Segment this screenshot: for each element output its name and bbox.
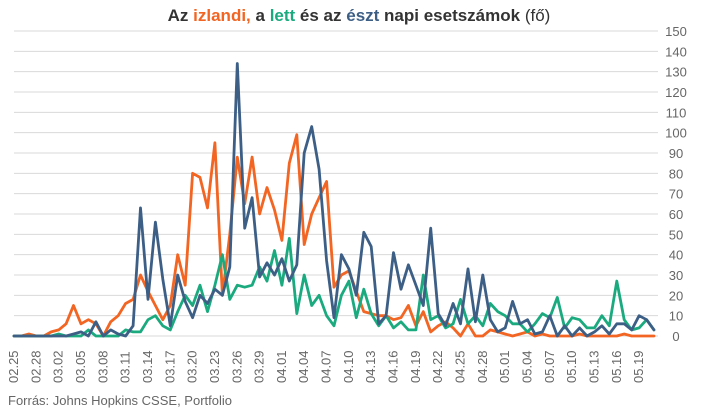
title-iceland: izlandi, xyxy=(193,6,251,25)
y-tick-label: 130 xyxy=(665,65,687,80)
title-latvia: lett xyxy=(269,6,296,25)
x-tick-label: 03.26 xyxy=(229,350,244,383)
x-tick-label: 04.07 xyxy=(319,350,334,383)
y-tick-label: 30 xyxy=(669,268,683,283)
x-tick-label: 05.13 xyxy=(586,350,601,383)
x-axis: 02.25 02.28 03.02 03.05 03.08 03.11 03.14 03.17… xyxy=(6,350,646,383)
x-tick-label: 03.20 xyxy=(185,350,200,383)
y-tick-label: 70 xyxy=(669,187,683,202)
y-axis: 0 10 20 30 40 50 60 70 80 90 100 110 120 130 140 150 xyxy=(665,24,687,344)
x-tick-label: 03.29 xyxy=(252,350,267,383)
x-tick-label: 04.25 xyxy=(453,350,468,383)
series-line-estonia xyxy=(12,62,656,338)
x-tick-label: 04.16 xyxy=(386,350,401,383)
x-tick-label: 04.04 xyxy=(296,350,311,383)
x-tick-label: 04.19 xyxy=(408,350,423,383)
x-tick-label: 03.14 xyxy=(140,350,155,383)
source-note: Forrás: Johns Hopkins CSSE, Portfolio xyxy=(8,393,232,408)
x-tick-label: 04.13 xyxy=(363,350,378,383)
y-tick-label: 90 xyxy=(669,146,683,161)
y-tick-label: 100 xyxy=(665,126,687,141)
x-tick-label: 05.19 xyxy=(631,350,646,383)
y-tick-label: 10 xyxy=(669,309,683,324)
title-part: a xyxy=(250,6,270,25)
x-tick-label: 03.05 xyxy=(73,350,88,383)
y-tick-label: 20 xyxy=(669,288,683,303)
x-tick-label: 04.10 xyxy=(341,350,356,383)
y-tick-label: 0 xyxy=(672,329,679,344)
x-tick-label: 02.28 xyxy=(28,350,43,383)
y-tick-label: 110 xyxy=(666,105,687,120)
title-part: napi esetszámok xyxy=(379,6,521,25)
x-tick-label: 02.25 xyxy=(6,350,21,383)
x-tick-label: 05.07 xyxy=(542,350,557,383)
x-tick-label: 04.28 xyxy=(475,350,490,383)
x-tick-label: 03.11 xyxy=(118,351,133,383)
x-tick-label: 03.17 xyxy=(162,350,177,383)
y-tick-label: 150 xyxy=(665,24,687,39)
chart-title: Az izlandi, a lett és az észt napi esets… xyxy=(0,6,718,26)
title-part: és az xyxy=(295,6,347,25)
series-line-iceland xyxy=(12,133,656,338)
y-tick-label: 60 xyxy=(669,207,683,222)
x-tick-label: 03.02 xyxy=(51,350,66,383)
y-tick-label: 40 xyxy=(669,248,683,263)
x-tick-label: 05.16 xyxy=(609,350,624,383)
x-tick-label: 05.10 xyxy=(564,350,579,383)
x-tick-label: 05.01 xyxy=(497,350,512,383)
x-tick-label: 04.22 xyxy=(430,350,445,383)
title-unit: (fő) xyxy=(520,6,551,25)
x-tick-label: 04.01 xyxy=(274,350,289,383)
y-tick-label: 50 xyxy=(669,227,683,242)
y-tick-label: 120 xyxy=(665,85,687,100)
x-tick-label: 03.23 xyxy=(207,350,222,383)
series-lines xyxy=(12,62,656,338)
x-tick-label: 05.04 xyxy=(519,350,534,383)
y-tick-label: 140 xyxy=(665,44,687,59)
title-part: Az xyxy=(167,6,194,25)
title-estonia: észt xyxy=(346,6,380,25)
x-tick-label: 03.08 xyxy=(95,350,110,383)
y-tick-label: 80 xyxy=(669,166,683,181)
